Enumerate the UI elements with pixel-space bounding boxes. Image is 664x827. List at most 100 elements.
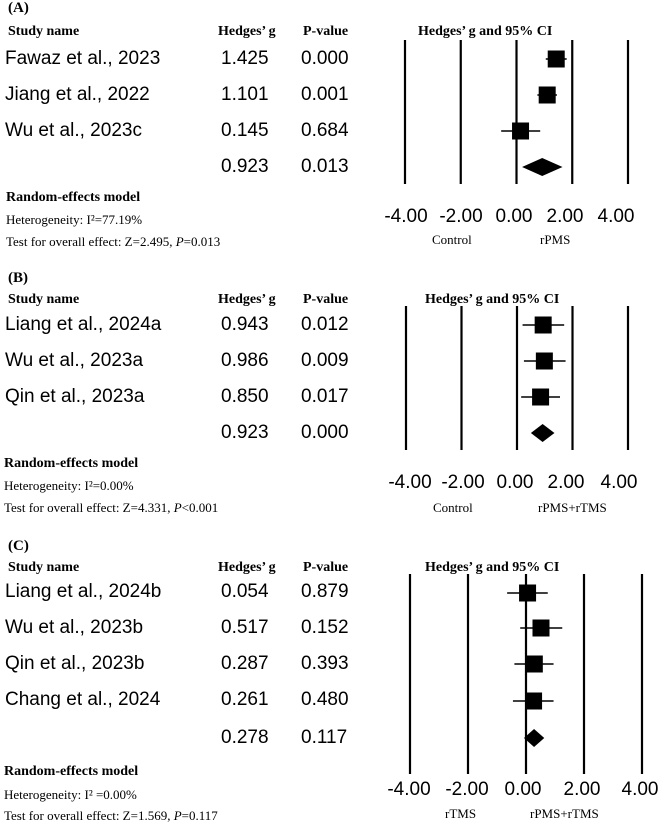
summary-diamond bbox=[530, 424, 555, 442]
study-effect-square bbox=[534, 316, 552, 334]
model-label: Random-effects model bbox=[6, 190, 141, 205]
study-name: Wu et al., 2023a bbox=[5, 350, 144, 371]
axis-right-label: rPMS bbox=[540, 232, 571, 247]
axis-tick-label: -4.00 bbox=[384, 206, 427, 227]
axis-tick-label: 2.00 bbox=[547, 206, 584, 227]
study-p-value: 0.684 bbox=[301, 120, 349, 141]
study-hedges-g: 1.425 bbox=[221, 48, 269, 69]
study-effect-square bbox=[525, 655, 543, 673]
overall-effect-text: Test for overall effect: Z=4.331, P<0.00… bbox=[4, 500, 219, 515]
study-name: Chang et al., 2024 bbox=[5, 689, 161, 710]
axis-left-label: rTMS bbox=[445, 806, 477, 821]
study-p-value: 0.152 bbox=[301, 617, 349, 638]
axis-right-label: rPMS+rTMS bbox=[538, 500, 607, 515]
ci-header: Hedges’ g and 95% CI bbox=[418, 24, 553, 39]
panel-label: (C) bbox=[8, 538, 29, 554]
ci-header: Hedges’ g and 95% CI bbox=[425, 292, 560, 307]
summary-hedges-g: 0.923 bbox=[221, 422, 269, 443]
hedges-g-header: Hedges’ g bbox=[218, 292, 276, 307]
study-hedges-g: 0.145 bbox=[221, 120, 269, 141]
forest-panel-a: (A) Study name Hedges’ g P-value Hedges’… bbox=[0, 0, 664, 270]
panel-label: (A) bbox=[8, 0, 29, 16]
axis-tick-label: 4.00 bbox=[601, 472, 638, 493]
study-hedges-g: 0.517 bbox=[221, 617, 269, 638]
axis-tick-label: 4.00 bbox=[598, 206, 635, 227]
study-name: Wu et al., 2023b bbox=[5, 617, 144, 638]
study-name-header: Study name bbox=[8, 560, 80, 575]
study-name: Liang et al., 2024b bbox=[5, 581, 162, 602]
axis-left-label: Control bbox=[433, 500, 473, 515]
summary-diamond bbox=[522, 158, 563, 176]
forest-panel-c: (C) Study name Hedges’ g P-value Hedges’… bbox=[0, 538, 664, 827]
study-name: Fawaz et al., 2023 bbox=[5, 48, 161, 69]
study-effect-square bbox=[538, 86, 556, 104]
study-name: Qin et al., 2023a bbox=[5, 386, 145, 407]
summary-p-value: 0.000 bbox=[301, 422, 349, 443]
overall-effect-text: Test for overall effect: Z=1.569, P=0.11… bbox=[4, 808, 218, 823]
axis-tick-label: 0.00 bbox=[505, 779, 542, 800]
ci-header: Hedges’ g and 95% CI bbox=[425, 560, 560, 575]
panel-label: (B) bbox=[8, 270, 28, 286]
overall-effect-text: Test for overall effect: Z=2.495, P=0.01… bbox=[6, 234, 221, 249]
study-effect-square bbox=[519, 584, 537, 602]
study-hedges-g: 0.943 bbox=[221, 314, 269, 335]
p-value-header: P-value bbox=[303, 24, 349, 39]
study-hedges-g: 0.986 bbox=[221, 350, 269, 371]
summary-hedges-g: 0.923 bbox=[221, 156, 269, 177]
study-name: Jiang et al., 2022 bbox=[5, 84, 150, 105]
study-p-value: 0.009 bbox=[301, 350, 349, 371]
study-hedges-g: 0.850 bbox=[221, 386, 269, 407]
p-value-header: P-value bbox=[303, 560, 349, 575]
study-name-header: Study name bbox=[8, 292, 80, 307]
heterogeneity-text: Heterogeneity: I²=0.00% bbox=[4, 478, 134, 493]
study-effect-square bbox=[535, 352, 553, 370]
axis-tick-label: 0.00 bbox=[496, 206, 533, 227]
model-label: Random-effects model bbox=[4, 764, 139, 779]
axis-tick-label: 0.00 bbox=[497, 472, 534, 493]
study-name: Qin et al., 2023b bbox=[5, 653, 145, 674]
axis-tick-label: -2.00 bbox=[439, 206, 482, 227]
axis-tick-label: -2.00 bbox=[445, 779, 488, 800]
axis-tick-label: 2.00 bbox=[548, 472, 585, 493]
heterogeneity-text: Heterogeneity: I²=77.19% bbox=[6, 212, 143, 227]
study-p-value: 0.012 bbox=[301, 314, 349, 335]
axis-right-label: rPMS+rTMS bbox=[530, 806, 599, 821]
study-hedges-g: 0.287 bbox=[221, 653, 269, 674]
study-p-value: 0.000 bbox=[301, 48, 349, 69]
study-p-value: 0.393 bbox=[301, 653, 349, 674]
study-hedges-g: 0.261 bbox=[221, 689, 269, 710]
study-effect-square bbox=[532, 388, 550, 406]
model-label: Random-effects model bbox=[4, 456, 139, 471]
study-hedges-g: 1.101 bbox=[221, 84, 269, 105]
study-p-value: 0.879 bbox=[301, 581, 349, 602]
study-effect-square bbox=[532, 619, 550, 637]
study-effect-square bbox=[512, 122, 530, 140]
axis-tick-label: -4.00 bbox=[388, 472, 431, 493]
study-p-value: 0.001 bbox=[301, 84, 349, 105]
summary-hedges-g: 0.278 bbox=[221, 727, 269, 748]
hedges-g-header: Hedges’ g bbox=[218, 24, 276, 39]
heterogeneity-text: Heterogeneity: I² =0.00% bbox=[4, 787, 137, 802]
forest-plot-area: -4.00 -2.00 0.00 2.00 4.00 bbox=[384, 40, 635, 227]
study-p-value: 0.480 bbox=[301, 689, 349, 710]
p-value-header: P-value bbox=[303, 292, 349, 307]
axis-tick-label: 4.00 bbox=[622, 779, 659, 800]
axis-left-label: Control bbox=[432, 232, 472, 247]
study-hedges-g: 0.054 bbox=[221, 581, 269, 602]
summary-p-value: 0.013 bbox=[301, 156, 349, 177]
forest-plot-area: -4.00 -2.00 0.00 2.00 4.00 bbox=[387, 574, 659, 800]
axis-tick-label: 2.00 bbox=[564, 779, 601, 800]
study-effect-square bbox=[525, 692, 543, 710]
study-name: Liang et al., 2024a bbox=[5, 314, 162, 335]
hedges-g-header: Hedges’ g bbox=[218, 560, 276, 575]
axis-tick-label: -4.00 bbox=[387, 779, 430, 800]
forest-panel-b: (B) Study name Hedges’ g P-value Hedges’… bbox=[0, 270, 664, 538]
study-name: Wu et al., 2023c bbox=[5, 120, 142, 141]
forest-plot-area: -4.00 -2.00 0.00 2.00 4.00 bbox=[388, 306, 638, 493]
study-name-header: Study name bbox=[8, 24, 80, 39]
axis-tick-label: -2.00 bbox=[441, 472, 484, 493]
study-p-value: 0.017 bbox=[301, 386, 349, 407]
study-effect-square bbox=[547, 50, 565, 68]
summary-p-value: 0.117 bbox=[301, 727, 348, 748]
summary-diamond bbox=[523, 729, 545, 747]
